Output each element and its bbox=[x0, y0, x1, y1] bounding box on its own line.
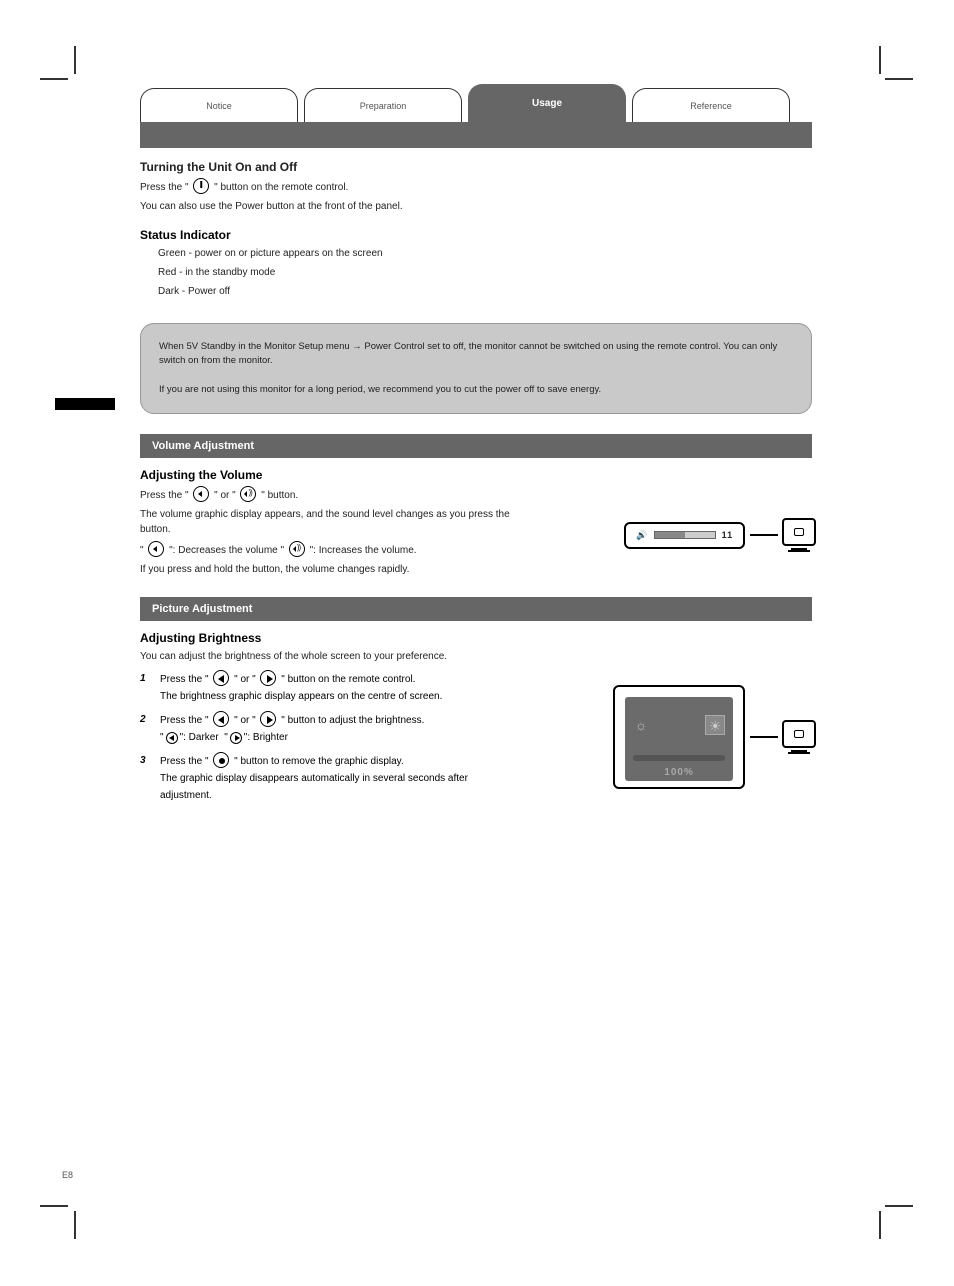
text-fragment: " or " bbox=[214, 490, 236, 501]
status-green: Green - power on or picture appears on t… bbox=[158, 246, 812, 261]
connector-line bbox=[750, 534, 778, 536]
step-text: Press the " " button to remove the graph… bbox=[160, 752, 520, 804]
text-fragment: ": Decreases the volume " bbox=[169, 545, 284, 556]
text-fragment: Press the " bbox=[140, 490, 189, 501]
tab-label: Reference bbox=[633, 89, 789, 123]
tab-row: Notice Preparation Reference Usage bbox=[140, 88, 812, 148]
crop-mark bbox=[40, 78, 68, 80]
tab-label: Notice bbox=[141, 89, 297, 123]
subhead-brightness: Adjusting Brightness bbox=[140, 631, 520, 645]
brightness-track bbox=[633, 755, 725, 761]
page-content: Notice Preparation Reference Usage Turni… bbox=[140, 88, 812, 804]
volume-osd: 🔊 11 bbox=[624, 522, 745, 549]
header-picture: Picture Adjustment bbox=[140, 597, 812, 621]
step-number: 1 bbox=[140, 670, 154, 705]
left-arrow-icon bbox=[166, 732, 178, 744]
text-fragment: " button to remove the graphic display. bbox=[234, 756, 404, 767]
info-text: When 5V Standby in the Monitor Setup men… bbox=[159, 340, 793, 397]
text-fragment: " button on the remote control. bbox=[281, 674, 415, 685]
crop-mark bbox=[879, 46, 881, 74]
subhead-volume: Adjusting the Volume bbox=[140, 468, 520, 482]
text-fragment: Press the " bbox=[160, 674, 209, 685]
right-arrow-icon bbox=[260, 711, 276, 727]
text-fragment: " button to adjust the brightness. bbox=[281, 715, 424, 726]
tv-icon bbox=[782, 720, 816, 754]
step-text: Press the " " or " " button to adjust th… bbox=[160, 711, 520, 746]
tab-bar-fill bbox=[140, 122, 812, 148]
text-fragment: ": Darker bbox=[180, 732, 219, 743]
heading-power: Turning the Unit On and Off bbox=[140, 160, 812, 174]
text: " ": Decreases the volume " ": Increases… bbox=[140, 541, 520, 558]
text-fragment: The graphic display disappears automatic… bbox=[160, 773, 468, 801]
step-number: 2 bbox=[140, 711, 154, 746]
tab-usage[interactable]: Usage bbox=[468, 84, 626, 122]
volume-bar bbox=[654, 531, 716, 539]
volume-down-icon bbox=[193, 486, 209, 502]
left-arrow-icon bbox=[213, 711, 229, 727]
text-fragment: Press the " bbox=[140, 182, 189, 193]
header-volume: Volume Adjustment bbox=[140, 434, 812, 458]
crop-mark bbox=[885, 1205, 913, 1207]
heading-status-indicator: Status Indicator bbox=[140, 228, 812, 242]
text-fragment: Press the " bbox=[160, 756, 209, 767]
tab-reference[interactable]: Reference bbox=[632, 88, 790, 122]
text-fragment: The brightness graphic display appears o… bbox=[160, 691, 442, 702]
step-text: Press the " " or " " button on the remot… bbox=[160, 670, 520, 705]
text-fragment: " or " bbox=[234, 674, 256, 685]
crop-mark bbox=[74, 46, 76, 74]
text: The volume graphic display appears, and … bbox=[140, 507, 520, 537]
step-number: 3 bbox=[140, 752, 154, 804]
crop-mark bbox=[74, 1211, 76, 1239]
volume-section: Adjusting the Volume Press the " " or " … bbox=[140, 468, 812, 577]
section-power: Turning the Unit On and Off Press the " … bbox=[140, 160, 812, 299]
tab-notice[interactable]: Notice bbox=[140, 88, 298, 122]
sun-bright-icon: ☀ bbox=[705, 715, 725, 735]
text-fragment: ": Brighter bbox=[244, 732, 288, 743]
page-number: E8 bbox=[62, 1170, 73, 1180]
side-tab-marker bbox=[55, 398, 115, 410]
text-fragment: Press the " bbox=[160, 715, 209, 726]
volume-up-icon bbox=[289, 541, 305, 557]
text: Press the " " or " " button. bbox=[140, 486, 520, 503]
connector-line bbox=[750, 736, 778, 738]
text: If you press and hold the button, the vo… bbox=[140, 562, 520, 577]
text: Press the " " button on the remote contr… bbox=[140, 178, 812, 195]
status-dark: Dark - Power off bbox=[158, 284, 812, 299]
crop-mark bbox=[40, 1205, 68, 1207]
crop-mark bbox=[885, 78, 913, 80]
tv-icon bbox=[782, 518, 816, 552]
text-fragment: ": Increases the volume. bbox=[310, 545, 417, 556]
info-box: When 5V Standby in the Monitor Setup men… bbox=[140, 323, 812, 414]
tab-preparation[interactable]: Preparation bbox=[304, 88, 462, 122]
text-fragment: " button on the remote control. bbox=[214, 182, 348, 193]
brightness-osd-diagram: ☼ ☀ 100% bbox=[613, 685, 816, 789]
left-arrow-icon bbox=[213, 670, 229, 686]
brightness-section: Adjusting Brightness You can adjust the … bbox=[140, 631, 812, 804]
volume-down-icon bbox=[148, 541, 164, 557]
tab-label: Preparation bbox=[305, 89, 461, 123]
volume-up-icon bbox=[240, 486, 256, 502]
right-arrow-icon bbox=[230, 732, 242, 744]
text: You can adjust the brightness of the who… bbox=[140, 649, 520, 664]
status-red: Red - in the standby mode bbox=[158, 265, 812, 280]
brightness-osd-inner: ☼ ☀ 100% bbox=[625, 697, 733, 781]
volume-value: 11 bbox=[722, 530, 734, 540]
power-icon bbox=[193, 178, 209, 194]
brightness-steps: 1 Press the " " or " " button on the rem… bbox=[140, 670, 520, 804]
tab-label: Usage bbox=[469, 85, 625, 123]
brightness-osd: ☼ ☀ 100% bbox=[613, 685, 745, 789]
sun-dim-icon: ☼ bbox=[633, 717, 649, 733]
text-fragment: " button. bbox=[261, 490, 298, 501]
crop-mark bbox=[879, 1211, 881, 1239]
brightness-percent: 100% bbox=[633, 767, 725, 778]
text-fragment: " bbox=[140, 545, 144, 556]
text-fragment: " or " bbox=[234, 715, 256, 726]
text: You can also use the Power button at the… bbox=[140, 199, 812, 214]
right-arrow-icon bbox=[260, 670, 276, 686]
enter-icon bbox=[213, 752, 229, 768]
speaker-icon: 🔊 bbox=[636, 530, 647, 541]
volume-osd-diagram: 🔊 11 bbox=[624, 518, 816, 552]
